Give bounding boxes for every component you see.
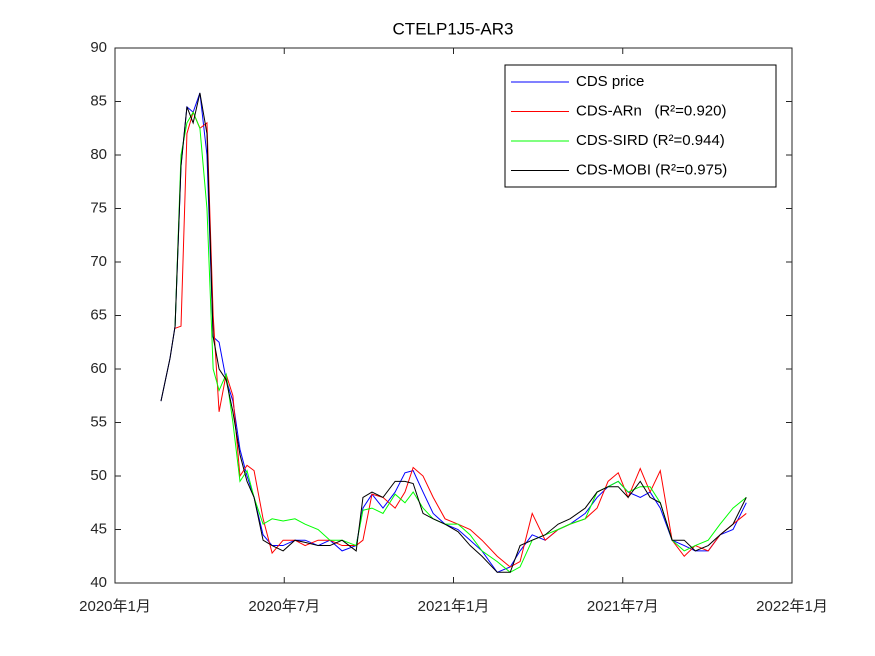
legend-box xyxy=(504,64,777,188)
y-tick-label: 80 xyxy=(90,146,107,163)
y-tick-label: 70 xyxy=(90,253,107,270)
data-line xyxy=(160,92,747,573)
data-line xyxy=(174,111,747,573)
y-tick-label: 65 xyxy=(90,306,107,323)
y-tick-label: 85 xyxy=(90,92,107,109)
y-tick-label: 90 xyxy=(90,39,107,56)
x-tick-label: 2020年1月 xyxy=(79,598,151,615)
x-tick-label: 2021年7月 xyxy=(587,598,659,615)
x-tick-label: 2022年1月 xyxy=(756,598,828,615)
y-tick-label: 45 xyxy=(90,520,107,537)
data-line xyxy=(160,92,747,573)
legend-label: CDS-SIRD (R²=0.944) xyxy=(576,132,725,149)
y-tick-label: 50 xyxy=(90,467,107,484)
y-tick-label: 55 xyxy=(90,413,107,430)
x-tick-label: 2021年1月 xyxy=(418,598,490,615)
data-line xyxy=(174,110,747,568)
legend-label: CDS price xyxy=(576,73,644,90)
x-tick-label: 2020年7月 xyxy=(248,598,320,615)
y-tick-label: 60 xyxy=(90,360,107,377)
y-tick-label: 75 xyxy=(90,199,107,216)
axes-box xyxy=(114,47,793,584)
legend-label: CDS-ARn (R²=0.920) xyxy=(576,102,726,119)
y-tick-label: 40 xyxy=(90,574,107,591)
legend-label: CDS-MOBI (R²=0.975) xyxy=(576,161,727,178)
chart-title: CTELP1J5-AR3 xyxy=(393,19,514,38)
